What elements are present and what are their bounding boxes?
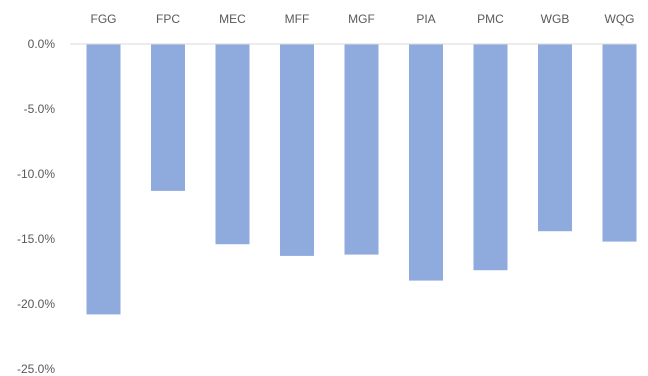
category-label-pmc: PMC: [477, 12, 504, 26]
category-label-wgb: WGB: [541, 12, 570, 26]
bar-fpc: [151, 44, 185, 191]
bar-wqg: [602, 44, 637, 242]
category-label-mff: MFF: [285, 12, 310, 26]
y-tick-label: -20.0%: [17, 297, 55, 311]
y-tick-label: -15.0%: [17, 232, 55, 246]
bar-pmc: [473, 44, 508, 271]
category-label-wqg: WQG: [605, 12, 635, 26]
bar-mgf: [344, 44, 379, 255]
y-tick-label: -25.0%: [17, 362, 55, 376]
category-label-pia: PIA: [416, 12, 435, 26]
bar-mec: [215, 44, 250, 245]
bar-pia: [409, 44, 443, 281]
y-axis-tick-labels: 0.0% -5.0% -10.0% -15.0% -20.0% -25.0%: [17, 37, 55, 376]
y-tick-label: -5.0%: [24, 102, 56, 116]
bar-mff: [280, 44, 314, 256]
category-label-mec: MEC: [219, 12, 246, 26]
category-label-fpc: FPC: [156, 12, 180, 26]
y-tick-label: 0.0%: [28, 37, 56, 51]
bar-wgb: [538, 44, 572, 232]
category-label-fgg: FGG: [91, 12, 117, 26]
bars: [86, 44, 637, 315]
category-labels: FGG FPC MEC MFF MGF PIA PMC WGB WQG: [91, 12, 635, 26]
y-tick-label: -10.0%: [17, 167, 55, 181]
bar-fgg: [86, 44, 121, 315]
category-label-mgf: MGF: [348, 12, 375, 26]
